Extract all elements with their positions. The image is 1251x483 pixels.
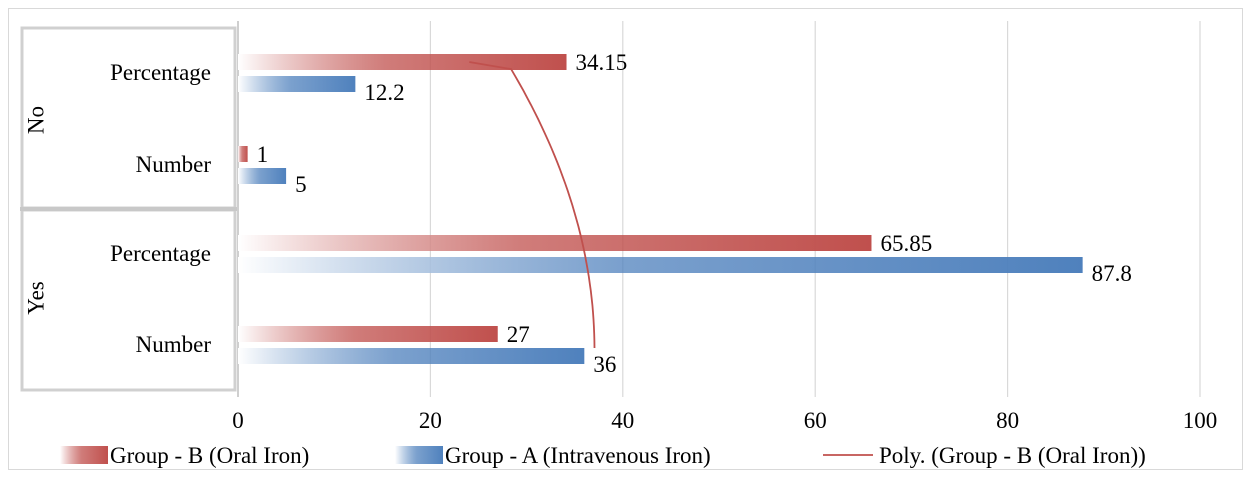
x-tick-label-80: 80 [996, 408, 1019, 433]
group-box-yes [20, 208, 237, 392]
x-tick-label-60: 60 [804, 408, 827, 433]
bar-group-b-oral-iron-0 [238, 54, 567, 70]
data-label-group-b-oral-iron-3: 27 [507, 322, 530, 347]
data-label-group-b-oral-iron-1: 1 [257, 142, 269, 167]
data-label-group-b-oral-iron-2: 65.85 [880, 231, 932, 256]
data-label-group-b-oral-iron-0: 34.15 [576, 50, 628, 75]
legend-swatch-0 [60, 446, 108, 464]
legend-label-0: Group - B (Oral Iron) [110, 443, 309, 468]
category-label-yes-percentage: Percentage [110, 241, 211, 266]
data-label-group-a-intravenous-iron-1: 5 [295, 172, 307, 197]
series-group-b-oral-iron: 34.15 1 65.85 27 [238, 50, 932, 347]
category-label-yes-number: Number [136, 332, 212, 357]
group-label-no: No [23, 106, 48, 134]
x-tick-label-0: 0 [232, 408, 244, 433]
legend-swatch-1 [395, 446, 443, 464]
category-axis-box [20, 26, 237, 392]
x-tick-label-40: 40 [611, 408, 634, 433]
legend: Group - B (Oral Iron) Group - A (Intraven… [60, 443, 1146, 468]
chart-frame [8, 8, 1243, 470]
bar-group-b-oral-iron-2 [238, 235, 872, 251]
bar-group-a-intravenous-iron-1 [238, 168, 287, 184]
x-tick-label-100: 100 [1183, 408, 1218, 433]
x-tick-label-20: 20 [419, 408, 442, 433]
group-label-yes: Yes [23, 281, 48, 315]
trendline-poly-group-b [469, 61, 596, 349]
bar-group-b-oral-iron-3 [238, 326, 498, 342]
bar-group-b-oral-iron-1 [238, 146, 248, 162]
bar-group-a-intravenous-iron-2 [238, 257, 1083, 273]
legend-label-2: Poly. (Group - B (Oral Iron)) [879, 443, 1146, 468]
group-box-no [20, 26, 237, 210]
bar-group-a-intravenous-iron-3 [238, 348, 585, 364]
data-label-group-a-intravenous-iron-0: 12.2 [364, 80, 404, 105]
category-label-no-percentage: Percentage [110, 60, 211, 85]
data-label-group-a-intravenous-iron-2: 87.8 [1092, 261, 1132, 286]
data-label-group-a-intravenous-iron-3: 36 [593, 352, 616, 377]
category-label-no-number: Number [136, 152, 212, 177]
series-group-a-intravenous-iron: 12.2 5 87.8 36 [238, 76, 1132, 377]
legend-label-1: Group - A (Intravenous Iron) [445, 443, 711, 468]
bar-group-a-intravenous-iron-0 [238, 76, 356, 92]
